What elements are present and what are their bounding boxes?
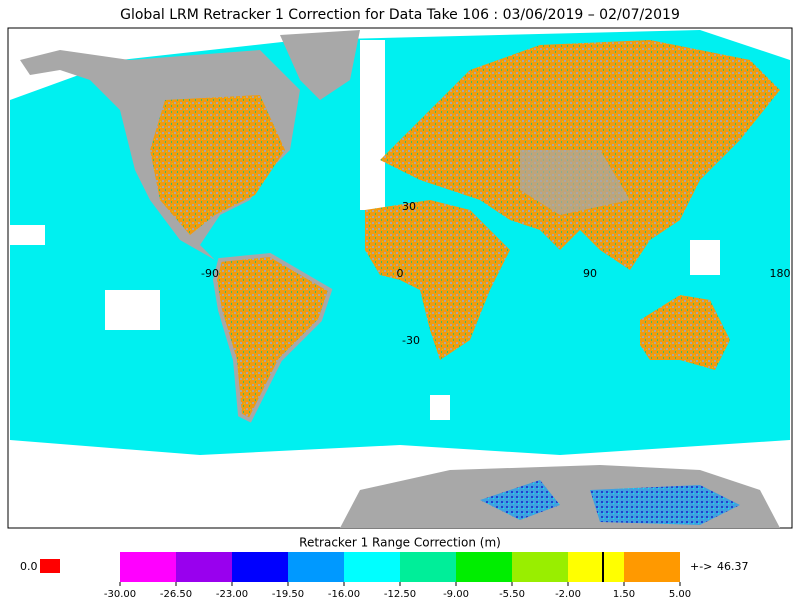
south-america xyxy=(212,252,333,423)
lat-label: -30 xyxy=(402,334,420,347)
lon-label: 90 xyxy=(583,267,597,280)
colorbar-tick-label: 5.00 xyxy=(669,589,691,600)
colorbar-tick-label: -2.00 xyxy=(555,589,581,600)
colorbar-segment xyxy=(456,552,512,582)
colorbar-tick-label: -30.00 xyxy=(104,589,136,600)
title: Global LRM Retracker 1 Correction for Da… xyxy=(120,7,680,23)
colorbar-tick-label: 1.50 xyxy=(613,589,635,600)
map: 30 -30 -90 0 90 180 xyxy=(7,27,793,529)
colorbar-tick-label: -23.00 xyxy=(216,589,248,600)
australia xyxy=(640,295,730,370)
colorbar-tick-label: -16.00 xyxy=(328,589,360,600)
north-america-data xyxy=(150,95,285,235)
colorbar-segment xyxy=(176,552,232,582)
colorbar: Retracker 1 Range Correction (m) 0.0 +->… xyxy=(20,536,749,600)
colorbar-tick-label: -26.50 xyxy=(160,589,192,600)
lon-label: 0 xyxy=(397,267,404,280)
colorbar-segment xyxy=(512,552,568,582)
colorbar-tick-label: -5.50 xyxy=(499,589,525,600)
colorbar-tick-label: -19.50 xyxy=(272,589,304,600)
above-range-label: 46.37 xyxy=(717,560,749,573)
colorbar-tick-label: -9.00 xyxy=(443,589,469,600)
lon-label: -90 xyxy=(201,267,219,280)
data-gap xyxy=(10,225,45,245)
lon-label: 180 xyxy=(770,267,791,280)
greenland xyxy=(280,30,360,100)
colorbar-segment xyxy=(344,552,400,582)
above-range-arrow: +-> xyxy=(690,560,712,573)
colorbar-tick-label: -12.50 xyxy=(384,589,416,600)
data-gap xyxy=(105,290,160,330)
below-range-label: 0.0 xyxy=(20,560,38,573)
colorbar-segment xyxy=(400,552,456,582)
colorbar-segment xyxy=(232,552,288,582)
colorbar-title: Retracker 1 Range Correction (m) xyxy=(299,536,501,550)
colorbar-segment xyxy=(568,552,624,582)
colorbar-segment xyxy=(288,552,344,582)
africa xyxy=(365,200,510,360)
colorbar-segment xyxy=(624,552,680,582)
eurasia-gap xyxy=(520,150,630,215)
data-gap xyxy=(360,40,385,210)
grid-labels: 30 -30 -90 0 90 180 xyxy=(201,200,790,347)
lat-label: 30 xyxy=(402,200,416,213)
data-gap xyxy=(430,395,450,420)
ice-shelf xyxy=(480,480,560,520)
colorbar-segment xyxy=(120,552,176,582)
data-gap xyxy=(690,240,720,275)
below-range-swatch xyxy=(40,559,60,573)
ice-shelf xyxy=(590,485,740,525)
